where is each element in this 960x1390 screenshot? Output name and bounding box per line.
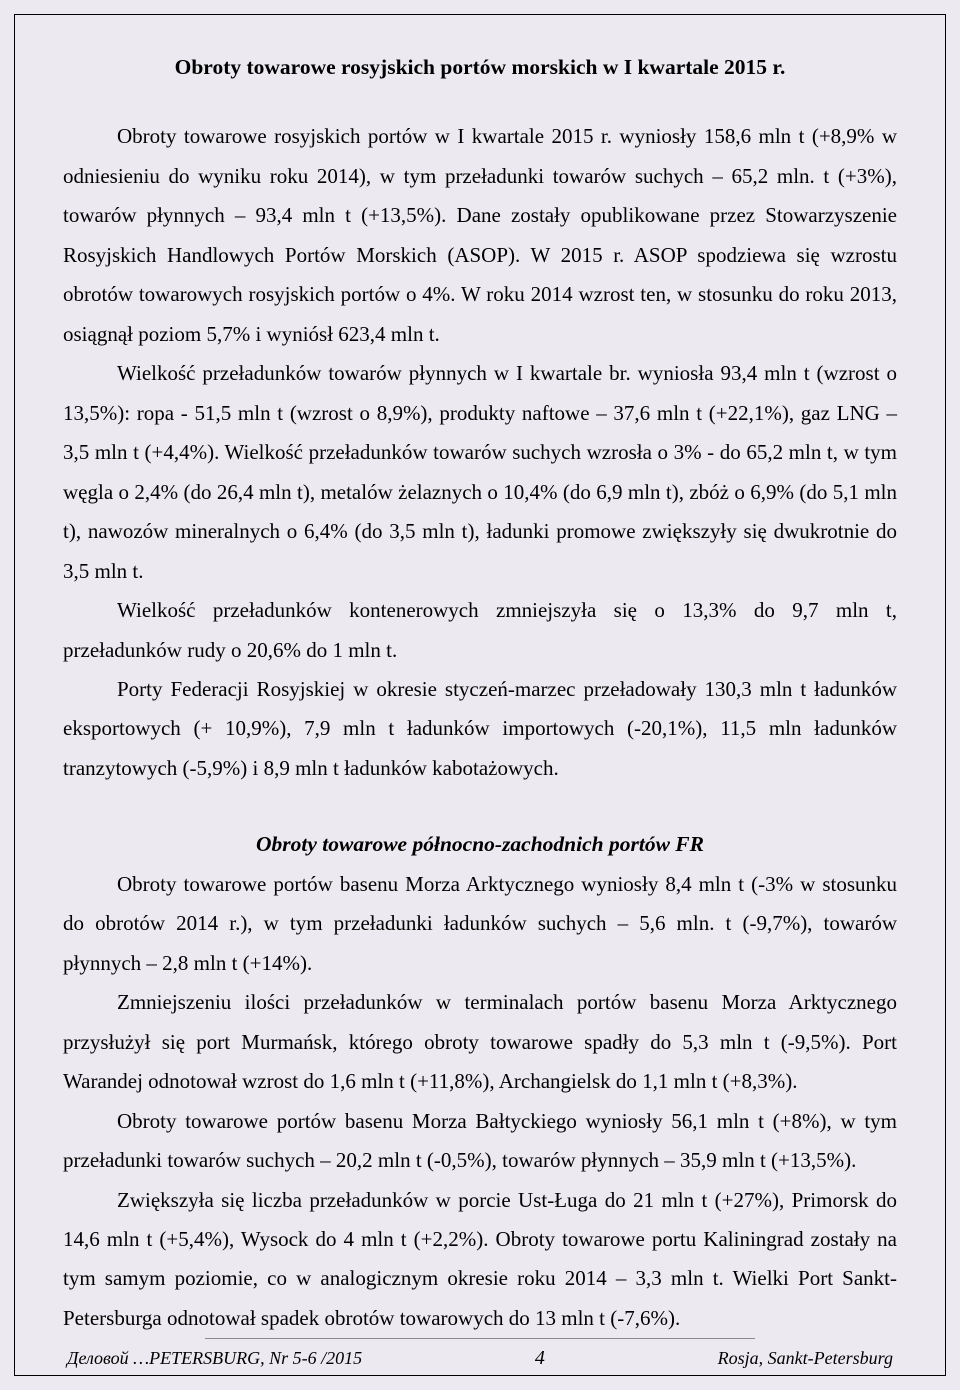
paragraph: Obroty towarowe portów basenu Morza Arkt… — [63, 865, 897, 983]
paragraph: Zmniejszeniu ilości przeładunków w termi… — [63, 983, 897, 1101]
paragraph: Zwiększyła się liczba przeładunków w por… — [63, 1181, 897, 1339]
paragraph: Obroty towarowe rosyjskich portów w I kw… — [63, 117, 897, 354]
paragraph: Wielkość przeładunków towarów płynnych w… — [63, 354, 897, 591]
footer: Деловой …PETERSBURG, Nr 5-6 /2015 4 Rosj… — [63, 1338, 897, 1374]
paragraph: Obroty towarowe portów basenu Morza Bałt… — [63, 1102, 897, 1181]
section-subtitle: Obroty towarowe północno-zachodnich port… — [63, 824, 897, 864]
footer-row: Деловой …PETERSBURG, Nr 5-6 /2015 4 Rosj… — [63, 1347, 897, 1374]
paragraph: Porty Federacji Rosyjskiej w okresie sty… — [63, 670, 897, 788]
page-title: Obroty towarowe rosyjskich portów morski… — [63, 47, 897, 87]
footer-rule — [205, 1338, 755, 1339]
footer-left: Деловой …PETERSBURG, Nr 5-6 /2015 — [67, 1348, 362, 1369]
footer-right: Rosja, Sankt-Petersburg — [718, 1348, 893, 1369]
page-number: 4 — [535, 1347, 545, 1370]
page: Obroty towarowe rosyjskich portów morski… — [0, 0, 960, 1390]
paragraph: Wielkość przeładunków kontenerowych zmni… — [63, 591, 897, 670]
document-body: Obroty towarowe rosyjskich portów morski… — [63, 43, 897, 1338]
page-frame: Obroty towarowe rosyjskich portów morski… — [14, 14, 946, 1376]
